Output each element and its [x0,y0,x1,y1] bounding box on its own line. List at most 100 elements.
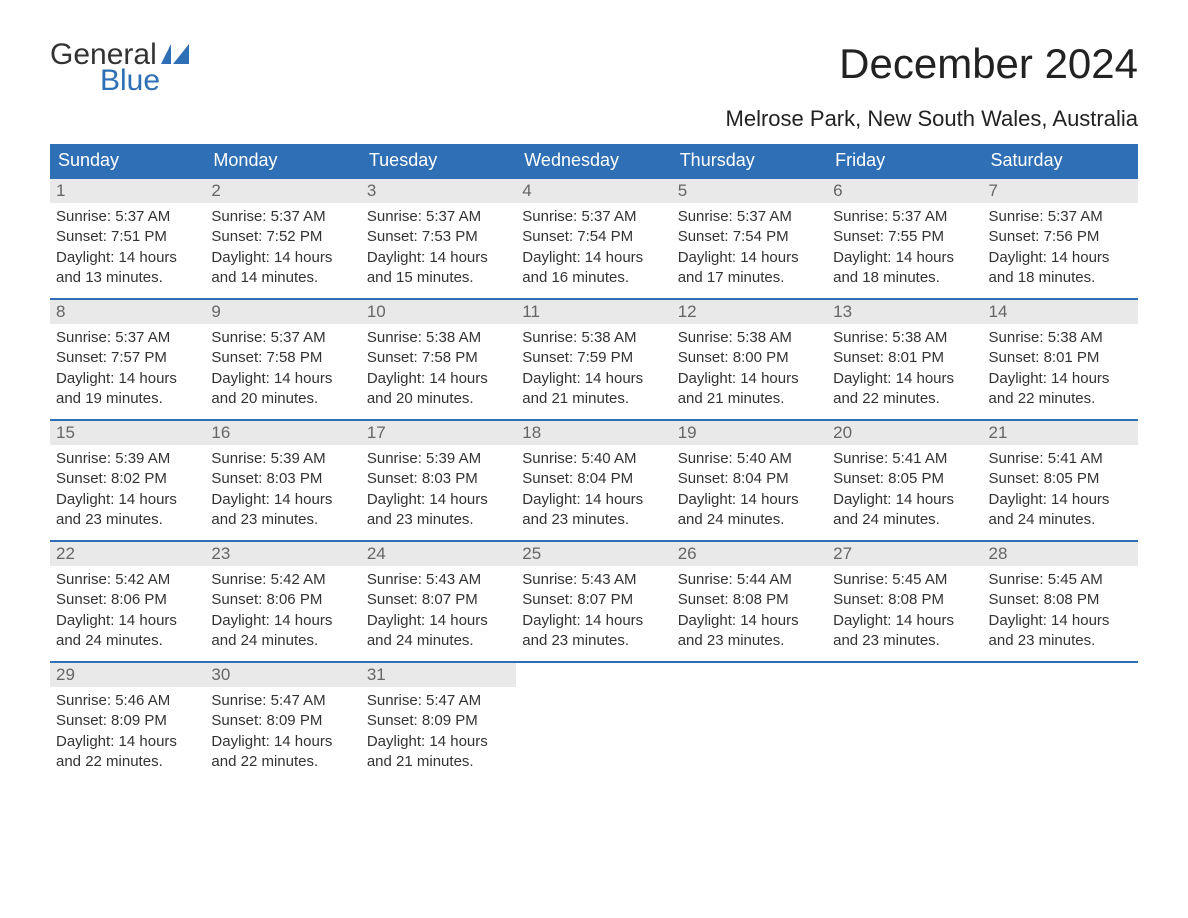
day-body: Sunrise: 5:42 AMSunset: 8:06 PMDaylight:… [205,566,360,661]
location-text: Melrose Park, New South Wales, Australia [50,106,1138,132]
day-number: 14 [983,300,1138,324]
day-number: 27 [827,542,982,566]
day-body: Sunrise: 5:39 AMSunset: 8:03 PMDaylight:… [205,445,360,540]
day-cell: 8Sunrise: 5:37 AMSunset: 7:57 PMDaylight… [50,300,205,419]
day-number: 11 [516,300,671,324]
day-body: Sunrise: 5:39 AMSunset: 8:02 PMDaylight:… [50,445,205,540]
day-number: 22 [50,542,205,566]
day-number: 23 [205,542,360,566]
day-body: Sunrise: 5:39 AMSunset: 8:03 PMDaylight:… [361,445,516,540]
day-cell: 12Sunrise: 5:38 AMSunset: 8:00 PMDayligh… [672,300,827,419]
week-row: 1Sunrise: 5:37 AMSunset: 7:51 PMDaylight… [50,177,1138,298]
calendar: SundayMondayTuesdayWednesdayThursdayFrid… [50,144,1138,782]
weekday-header: Tuesday [361,144,516,177]
day-cell: 5Sunrise: 5:37 AMSunset: 7:54 PMDaylight… [672,179,827,298]
day-number: 3 [361,179,516,203]
weekday-header: Friday [827,144,982,177]
weekday-header: Sunday [50,144,205,177]
day-body: Sunrise: 5:37 AMSunset: 7:55 PMDaylight:… [827,203,982,298]
day-cell: 29Sunrise: 5:46 AMSunset: 8:09 PMDayligh… [50,663,205,782]
day-number: 1 [50,179,205,203]
day-cell: 1Sunrise: 5:37 AMSunset: 7:51 PMDaylight… [50,179,205,298]
day-number: 18 [516,421,671,445]
day-number: 9 [205,300,360,324]
weekday-header-row: SundayMondayTuesdayWednesdayThursdayFrid… [50,144,1138,177]
day-cell: 20Sunrise: 5:41 AMSunset: 8:05 PMDayligh… [827,421,982,540]
day-number: 8 [50,300,205,324]
weekday-header: Thursday [672,144,827,177]
day-body: Sunrise: 5:47 AMSunset: 8:09 PMDaylight:… [205,687,360,782]
week-row: 15Sunrise: 5:39 AMSunset: 8:02 PMDayligh… [50,419,1138,540]
day-cell: 21Sunrise: 5:41 AMSunset: 8:05 PMDayligh… [983,421,1138,540]
day-cell: .. [672,663,827,782]
day-number: 25 [516,542,671,566]
day-body: Sunrise: 5:37 AMSunset: 7:56 PMDaylight:… [983,203,1138,298]
day-body: Sunrise: 5:41 AMSunset: 8:05 PMDaylight:… [983,445,1138,540]
day-cell: 9Sunrise: 5:37 AMSunset: 7:58 PMDaylight… [205,300,360,419]
day-body: Sunrise: 5:38 AMSunset: 7:59 PMDaylight:… [516,324,671,419]
weekday-header: Saturday [983,144,1138,177]
day-body: Sunrise: 5:37 AMSunset: 7:53 PMDaylight:… [361,203,516,298]
day-body: Sunrise: 5:37 AMSunset: 7:58 PMDaylight:… [205,324,360,419]
day-number: 21 [983,421,1138,445]
day-number: 13 [827,300,982,324]
day-cell: 19Sunrise: 5:40 AMSunset: 8:04 PMDayligh… [672,421,827,540]
weeks-container: 1Sunrise: 5:37 AMSunset: 7:51 PMDaylight… [50,177,1138,782]
weekday-header: Wednesday [516,144,671,177]
day-body: Sunrise: 5:45 AMSunset: 8:08 PMDaylight:… [983,566,1138,661]
day-cell: 3Sunrise: 5:37 AMSunset: 7:53 PMDaylight… [361,179,516,298]
day-cell: 30Sunrise: 5:47 AMSunset: 8:09 PMDayligh… [205,663,360,782]
day-cell: 17Sunrise: 5:39 AMSunset: 8:03 PMDayligh… [361,421,516,540]
day-body: Sunrise: 5:44 AMSunset: 8:08 PMDaylight:… [672,566,827,661]
day-number: 15 [50,421,205,445]
day-cell: 7Sunrise: 5:37 AMSunset: 7:56 PMDaylight… [983,179,1138,298]
day-cell: 28Sunrise: 5:45 AMSunset: 8:08 PMDayligh… [983,542,1138,661]
day-cell: .. [983,663,1138,782]
day-number: 7 [983,179,1138,203]
day-number: 26 [672,542,827,566]
day-cell: 11Sunrise: 5:38 AMSunset: 7:59 PMDayligh… [516,300,671,419]
day-number: 30 [205,663,360,687]
day-number: 16 [205,421,360,445]
day-cell: 2Sunrise: 5:37 AMSunset: 7:52 PMDaylight… [205,179,360,298]
day-cell: 25Sunrise: 5:43 AMSunset: 8:07 PMDayligh… [516,542,671,661]
day-body: Sunrise: 5:37 AMSunset: 7:52 PMDaylight:… [205,203,360,298]
day-body: Sunrise: 5:43 AMSunset: 8:07 PMDaylight:… [361,566,516,661]
day-number: 6 [827,179,982,203]
day-number: 2 [205,179,360,203]
day-cell: 10Sunrise: 5:38 AMSunset: 7:58 PMDayligh… [361,300,516,419]
day-cell: 22Sunrise: 5:42 AMSunset: 8:06 PMDayligh… [50,542,205,661]
day-body: Sunrise: 5:43 AMSunset: 8:07 PMDaylight:… [516,566,671,661]
day-cell: 13Sunrise: 5:38 AMSunset: 8:01 PMDayligh… [827,300,982,419]
day-body: Sunrise: 5:47 AMSunset: 8:09 PMDaylight:… [361,687,516,782]
day-number: 4 [516,179,671,203]
day-number: 17 [361,421,516,445]
day-body: Sunrise: 5:37 AMSunset: 7:54 PMDaylight:… [672,203,827,298]
day-cell: 26Sunrise: 5:44 AMSunset: 8:08 PMDayligh… [672,542,827,661]
day-cell: 23Sunrise: 5:42 AMSunset: 8:06 PMDayligh… [205,542,360,661]
day-body: Sunrise: 5:42 AMSunset: 8:06 PMDaylight:… [50,566,205,661]
day-body: Sunrise: 5:45 AMSunset: 8:08 PMDaylight:… [827,566,982,661]
day-body: Sunrise: 5:37 AMSunset: 7:57 PMDaylight:… [50,324,205,419]
day-cell: 16Sunrise: 5:39 AMSunset: 8:03 PMDayligh… [205,421,360,540]
header: General Blue December 2024 [50,40,1138,96]
day-cell: 14Sunrise: 5:38 AMSunset: 8:01 PMDayligh… [983,300,1138,419]
day-body: Sunrise: 5:38 AMSunset: 8:01 PMDaylight:… [827,324,982,419]
day-body: Sunrise: 5:38 AMSunset: 8:01 PMDaylight:… [983,324,1138,419]
day-cell: 27Sunrise: 5:45 AMSunset: 8:08 PMDayligh… [827,542,982,661]
week-row: 8Sunrise: 5:37 AMSunset: 7:57 PMDaylight… [50,298,1138,419]
logo: General Blue [50,40,189,96]
day-cell: 18Sunrise: 5:40 AMSunset: 8:04 PMDayligh… [516,421,671,540]
day-cell: 24Sunrise: 5:43 AMSunset: 8:07 PMDayligh… [361,542,516,661]
day-body: Sunrise: 5:46 AMSunset: 8:09 PMDaylight:… [50,687,205,782]
day-cell: 4Sunrise: 5:37 AMSunset: 7:54 PMDaylight… [516,179,671,298]
day-number: 20 [827,421,982,445]
day-number: 31 [361,663,516,687]
day-cell: .. [827,663,982,782]
day-number: 19 [672,421,827,445]
day-cell: 6Sunrise: 5:37 AMSunset: 7:55 PMDaylight… [827,179,982,298]
day-body: Sunrise: 5:37 AMSunset: 7:54 PMDaylight:… [516,203,671,298]
day-cell: .. [516,663,671,782]
day-number: 24 [361,542,516,566]
week-row: 22Sunrise: 5:42 AMSunset: 8:06 PMDayligh… [50,540,1138,661]
